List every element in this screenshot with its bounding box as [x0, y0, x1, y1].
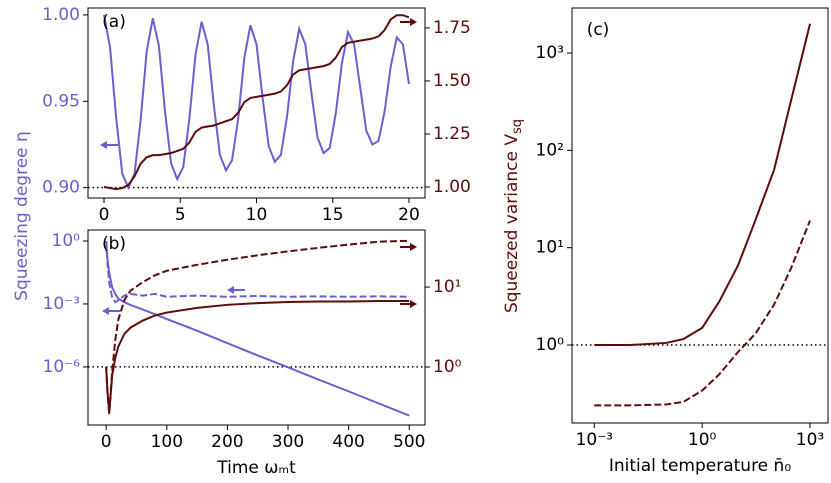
arrow-head — [102, 307, 109, 315]
y-tick-label: 10⁻³ — [43, 294, 80, 314]
x-tick-label: 400 — [332, 432, 364, 452]
x-tick-label: 200 — [211, 432, 243, 452]
y-tick-label: 10⁰ — [52, 231, 81, 251]
y-tick-label: 10⁰ — [536, 335, 565, 355]
x-tick-label: 15 — [322, 205, 344, 225]
y-tick-label: 10³ — [536, 43, 564, 63]
panel-label: (b) — [102, 234, 126, 254]
label-part: sq — [510, 119, 525, 134]
x-tick-label: 10⁻³ — [576, 430, 613, 450]
x-tick-label: 0 — [101, 432, 112, 452]
series-line — [103, 14, 410, 191]
y2-tick-label: 1.75 — [433, 18, 471, 38]
plot-frame — [571, 7, 829, 424]
x-tick-label: 0 — [99, 205, 110, 225]
x-tick-label: 10⁰ — [688, 430, 717, 450]
y-tick-label: 10² — [536, 140, 564, 160]
y-tick-label: 0.90 — [42, 178, 80, 198]
series-line — [105, 239, 410, 414]
panel-label: (a) — [102, 12, 126, 32]
y2-tick-label: 10⁰ — [433, 357, 462, 377]
y-tick-label: 10⁻⁶ — [43, 357, 81, 377]
y-tick-label: 0.95 — [42, 91, 80, 111]
x-tick-label: 100 — [151, 432, 183, 452]
arrow-head — [410, 243, 417, 251]
arrow-head — [227, 286, 234, 294]
x-tick-label: 10 — [246, 205, 268, 225]
label-part: Squeezed variance V — [502, 134, 522, 313]
series-line — [105, 240, 410, 417]
x-label: Time ωₘt — [216, 458, 296, 478]
arrow-head — [410, 300, 417, 308]
plot-frame — [87, 229, 426, 426]
arrows — [100, 18, 417, 315]
y-label: Squeezed variance Vsq — [502, 119, 525, 313]
series-line — [594, 220, 811, 407]
y2-tick-label: 1.50 — [433, 71, 471, 91]
x-tick-label: 20 — [398, 205, 420, 225]
y-tick-label: 10¹ — [536, 238, 564, 258]
arrow-head — [100, 141, 107, 149]
x-label: Initial temperature n̄₀ — [609, 456, 791, 476]
x-tick-label: 500 — [393, 432, 425, 452]
y2-tick-label: 1.00 — [433, 177, 471, 197]
x-tick-label: 300 — [272, 432, 304, 452]
series-line — [105, 299, 410, 413]
x-tick-label: 10³ — [796, 430, 824, 450]
series-line — [594, 23, 811, 346]
y2-tick-label: 1.25 — [433, 124, 471, 144]
series-line — [105, 240, 410, 304]
y-tick-label: 1.00 — [42, 5, 80, 25]
y2-tick-label: 10¹ — [433, 277, 461, 297]
series-line — [103, 14, 410, 191]
arrow-head — [410, 18, 417, 26]
y-label: Squeezing degree η — [12, 131, 32, 301]
panel-label: (c) — [587, 20, 610, 40]
x-tick-label: 5 — [175, 205, 186, 225]
